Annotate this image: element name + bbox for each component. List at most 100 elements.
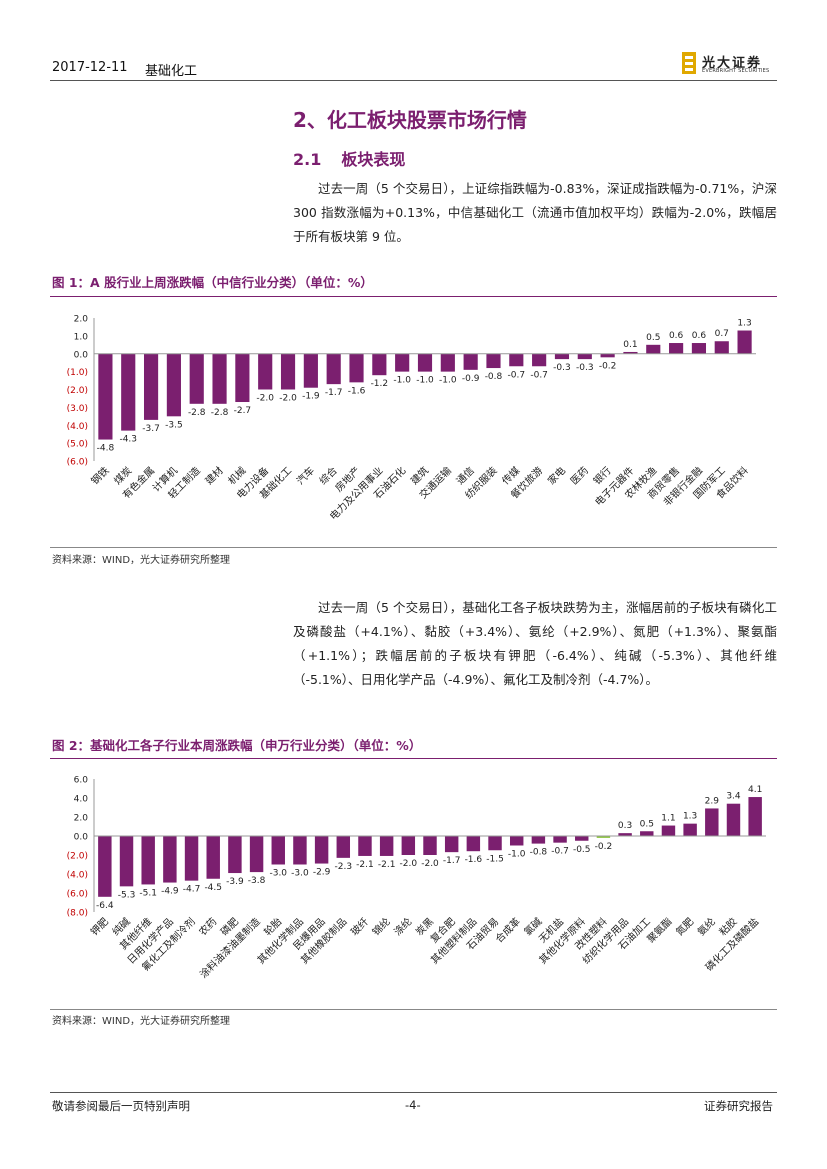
logo-mark-icon xyxy=(682,52,696,74)
bar xyxy=(280,353,296,390)
bar xyxy=(163,836,177,883)
bar xyxy=(423,836,437,855)
y-tick-label: (1.0) xyxy=(67,368,88,378)
y-tick-label: (8.0) xyxy=(67,909,88,919)
bar-value-label: -1.2 xyxy=(371,379,389,389)
bar xyxy=(228,836,242,874)
bar-value-label: -0.3 xyxy=(576,363,594,373)
x-category-label: 氮肥 xyxy=(673,915,696,938)
bar-value-label: -2.8 xyxy=(211,408,229,418)
bar-value-label: -1.9 xyxy=(302,392,320,402)
bar-value-label: -4.7 xyxy=(183,885,201,895)
bar-value-label: -2.1 xyxy=(356,860,374,870)
bar-value-label: -1.7 xyxy=(443,856,461,866)
x-category-label: 聚氨酯 xyxy=(644,915,674,945)
x-category-label: 玻纤 xyxy=(348,915,371,938)
bar-value-label: -3.5 xyxy=(165,420,183,430)
bar-value-label: -3.0 xyxy=(291,869,309,879)
bar xyxy=(336,836,351,858)
bar xyxy=(326,353,341,385)
y-tick-label: (3.0) xyxy=(67,404,88,414)
bar xyxy=(121,353,136,431)
bar xyxy=(463,353,478,370)
bar-value-label: -2.7 xyxy=(234,406,252,416)
bar-value-label: -1.0 xyxy=(508,850,526,860)
bar xyxy=(166,353,181,417)
figure1-bottom-rule xyxy=(50,547,777,548)
figure2-source: 资料来源：WIND，光大证券研究所整理 xyxy=(52,1016,231,1027)
bar-value-label: 1.3 xyxy=(683,812,697,822)
bar xyxy=(509,353,524,367)
subsection-number: 2.1 xyxy=(293,150,322,169)
bar xyxy=(271,836,285,865)
bar xyxy=(726,803,741,836)
x-category-label: 钢铁 xyxy=(88,464,111,487)
figure2-title: 图 2：基础化工各子行业本周涨跌幅（申万行业分类）（单位：%） xyxy=(52,738,422,753)
bar-value-label: -0.2 xyxy=(595,842,613,852)
bar xyxy=(466,836,481,852)
bar xyxy=(143,353,159,420)
bar xyxy=(98,836,112,897)
bar xyxy=(554,353,570,360)
bar-value-label: -6.4 xyxy=(96,901,114,911)
bar xyxy=(618,833,632,836)
bar-value-label: 0.3 xyxy=(618,821,632,831)
bar xyxy=(189,353,204,404)
footer-rule xyxy=(50,1092,777,1093)
bar xyxy=(532,353,547,367)
figure2-bottom-rule xyxy=(50,1009,777,1010)
bar xyxy=(669,343,684,354)
footer-report-type: 证券研究报告 xyxy=(704,1099,773,1113)
bar xyxy=(379,836,394,856)
bar xyxy=(531,836,546,844)
bar xyxy=(372,353,387,376)
paragraph-market-summary: 过去一周（5 个交易日），上证综指跌幅为-0.83%，深证成指跌幅为-0.71%… xyxy=(293,181,777,244)
bar xyxy=(293,836,307,865)
bar-value-label: -2.1 xyxy=(378,860,396,870)
bar-value-label: -0.7 xyxy=(530,370,548,380)
bar-value-label: -1.0 xyxy=(416,376,434,386)
bar xyxy=(395,353,410,372)
bar-value-label: -0.7 xyxy=(508,370,526,380)
y-tick-label: 6.0 xyxy=(74,776,89,786)
figure1-title: 图 1：A 股行业上周涨跌幅（中信行业分类）（单位：%） xyxy=(52,275,373,290)
figure2-top-rule xyxy=(50,758,777,759)
paragraph-subsector-summary: 过去一周（5 个交易日），基础化工各子板块跌势为主，涨幅居前的子板块有磷化工及磷… xyxy=(293,600,777,687)
y-tick-label: (4.0) xyxy=(67,422,88,432)
bar-value-label: -0.9 xyxy=(462,374,480,384)
section-title: 2、化工板块股票市场行情 xyxy=(293,108,527,132)
bar xyxy=(440,353,455,372)
x-category-label: 农药 xyxy=(196,915,219,938)
y-tick-label: (2.0) xyxy=(67,852,88,862)
bar xyxy=(577,353,592,360)
bar-value-label: -0.2 xyxy=(599,361,617,371)
bar xyxy=(748,797,762,836)
x-category-label: 建材 xyxy=(202,464,225,487)
x-category-label: 锦纶 xyxy=(369,915,392,938)
bar xyxy=(691,343,707,354)
report-sector: 基础化工 xyxy=(145,64,198,79)
bar-value-label: -0.7 xyxy=(551,847,569,857)
y-tick-label: (6.0) xyxy=(67,458,88,468)
bar xyxy=(509,836,524,846)
x-category-label: 合成革 xyxy=(492,915,522,945)
bar-value-label: 0.7 xyxy=(715,329,729,339)
bar-value-label: 0.6 xyxy=(692,331,707,341)
bar-value-label: -4.3 xyxy=(119,435,137,445)
bar xyxy=(212,353,227,404)
bar xyxy=(600,353,615,358)
figure1-source: 资料来源：WIND，光大证券研究所整理 xyxy=(52,555,231,566)
bar-value-label: 0.1 xyxy=(623,340,637,350)
bar xyxy=(98,353,113,440)
bar xyxy=(640,831,654,836)
subsection-title: 2.1 板块表现 xyxy=(293,146,405,170)
bar xyxy=(314,836,329,864)
y-tick-label: 2.0 xyxy=(74,814,89,824)
bar-value-label: -1.7 xyxy=(325,388,343,398)
figure2-bar-chart: 6.0 4.0 2.0 0.0 (2.0) (4.0) (6.0) (8.0) -6.4 钾肥 -5… xyxy=(67,776,766,981)
bar-value-label: 0.5 xyxy=(640,819,654,829)
bar-value-label: -4.9 xyxy=(161,887,179,897)
bar xyxy=(401,836,416,855)
bar xyxy=(575,836,589,841)
bar xyxy=(705,808,719,836)
